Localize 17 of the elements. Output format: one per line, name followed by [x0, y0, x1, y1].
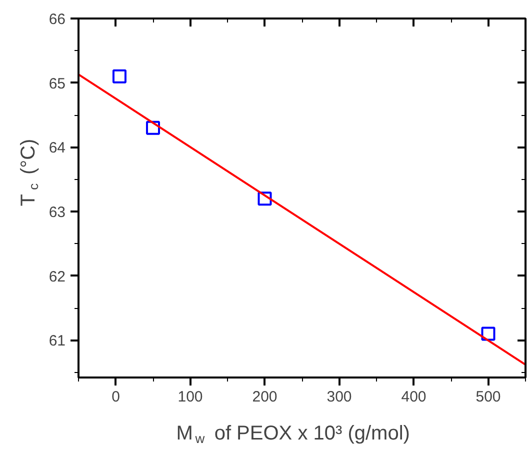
x-tick-label: 300	[326, 388, 352, 406]
y-tick-label: 66	[48, 11, 66, 28]
y-axis-title: Tc (°C)	[18, 138, 41, 206]
point	[481, 326, 496, 341]
y-tick-label: 62	[48, 268, 66, 286]
point	[146, 120, 160, 135]
x-tick-label: 100	[178, 388, 203, 406]
x-tick-label: 200	[252, 388, 278, 406]
x-tick-label: 400	[401, 388, 426, 406]
y-tick-label: 61	[48, 332, 66, 350]
x-tick-label: 0	[112, 388, 120, 406]
point	[258, 192, 272, 206]
x-tick-label: 500	[476, 388, 501, 406]
point	[112, 69, 126, 84]
y-tick-label: 64	[48, 140, 66, 157]
y-tick-label: 63	[48, 204, 66, 222]
y-tick-label: 65	[48, 75, 66, 92]
